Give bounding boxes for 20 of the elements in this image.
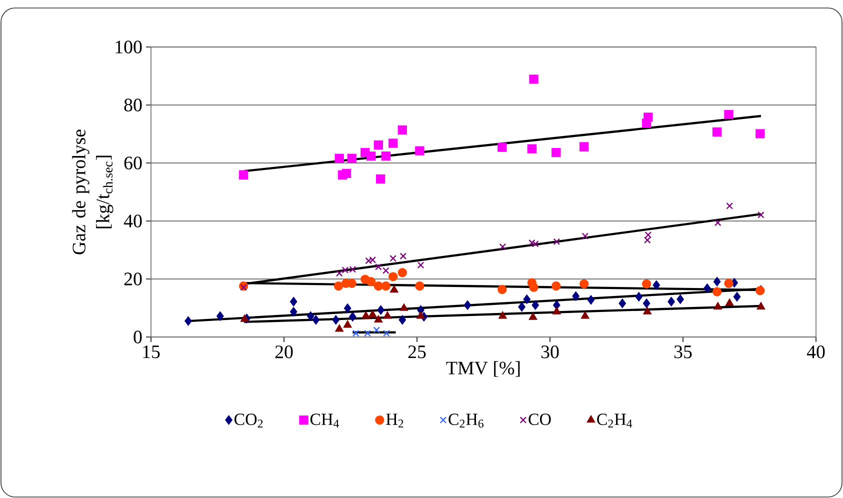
x-tick-label: 20	[275, 346, 293, 358]
x-tick-label: 30	[541, 346, 559, 358]
y-axis-title: Gaz de pyrolyse [kg/t$_{ch.sec}$]	[72, 130, 114, 254]
legend-label: CH$_{4}$	[310, 414, 340, 428]
x-tick-label: 35	[674, 346, 692, 358]
x-tick-label: 15	[143, 346, 160, 358]
y-tick-label: 20	[124, 272, 142, 286]
y-tick-label: 40	[124, 214, 142, 228]
x-tick-label: 40	[806, 346, 825, 358]
legend-label: C$_{2}$H$_{6}$	[448, 414, 484, 428]
legend-label: H$_{2}$	[386, 414, 404, 428]
legend-label: CO$_{2}$	[234, 414, 263, 428]
x-tick-label: 25	[408, 346, 426, 358]
y-tick-label: 0	[134, 330, 142, 344]
x-axis-title: TMV [%]	[446, 361, 520, 377]
legend-label: C$_{2}$H$_{4}$	[597, 414, 632, 428]
y-tick-label: 100	[116, 40, 142, 54]
y-tick-label: 60	[124, 156, 142, 170]
y-tick-label: 80	[124, 98, 142, 112]
legend-label: CO	[528, 414, 551, 426]
